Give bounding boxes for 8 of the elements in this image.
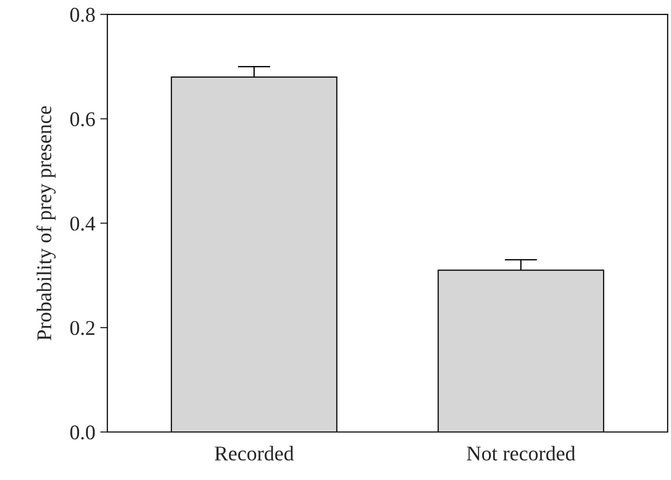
y-tick-label: 0.6 bbox=[70, 112, 95, 126]
y-tick-label: 0.2 bbox=[70, 320, 94, 336]
x-tick-label: Not recorded bbox=[466, 446, 576, 461]
y-tick-label: 0.4 bbox=[70, 216, 96, 231]
y-tick-label: 0.8 bbox=[70, 8, 95, 22]
y-tick-label: 0.0 bbox=[70, 425, 95, 440]
y-axis-title: Probability of prey presence bbox=[36, 106, 56, 340]
x-tick-label: Recorded bbox=[214, 446, 294, 461]
